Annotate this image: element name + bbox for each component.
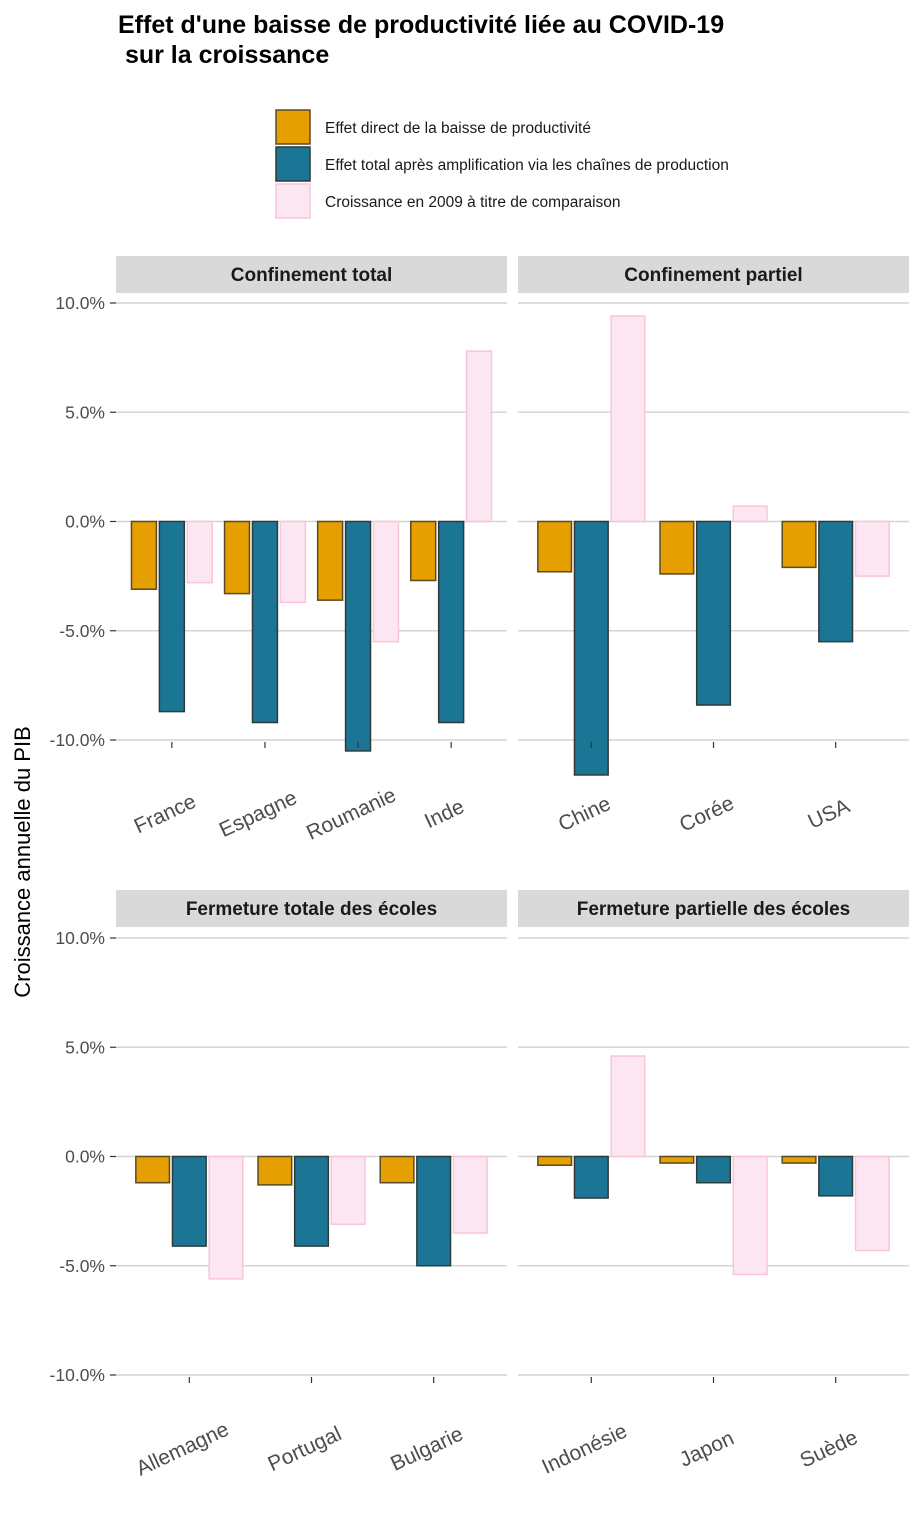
bar-indonesie-2009 [610, 1055, 646, 1158]
bar-coree-2009 [732, 505, 768, 523]
bar-indonesie-direct [537, 1155, 573, 1166]
y-tick-label: 0.0% [65, 512, 105, 532]
bar-inde-2009 [465, 350, 493, 523]
legend-label-2009: Croissance en 2009 à titre de comparaiso… [325, 194, 621, 211]
bar-france-direct [130, 520, 158, 590]
bar-bulgarie-total [416, 1155, 452, 1267]
bar-espagne-2009 [279, 520, 307, 604]
y-tick-label: 10.0% [55, 293, 105, 313]
bar-roumanie-total [344, 520, 372, 752]
panel-fermeture-partielle-des-ecoles: Fermeture partielle des écoles Indonésie J… [518, 890, 909, 1479]
x-tick-label-japon: Japon [676, 1427, 738, 1472]
y-tick-label: 5.0% [65, 1037, 105, 1057]
bar-coree-total [695, 520, 732, 706]
bar-espagne-direct [223, 520, 251, 595]
bar-espagne-total [251, 520, 279, 724]
chart-title-line2: sur la croissance [118, 41, 329, 69]
y-tick-label: -10.0% [50, 730, 105, 750]
y-tick-label: 0.0% [65, 1147, 105, 1167]
panel-strip [518, 890, 909, 927]
legend: Effet direct de la baisse de productivit… [275, 109, 729, 219]
bar-suede-direct [781, 1155, 817, 1164]
bar-france-total [158, 520, 186, 713]
bar-allemagne-2009 [208, 1155, 244, 1280]
panel-strip [116, 256, 507, 293]
x-tick-label-allemagne: Allemagne [133, 1418, 233, 1481]
bar-allemagne-total [171, 1155, 207, 1247]
panel-title: Confinement total [231, 265, 393, 286]
bar-japon-2009 [732, 1155, 768, 1276]
bar-inde-direct [410, 520, 437, 582]
y-tick-label: -5.0% [59, 1256, 105, 1276]
panel-title: Fermeture partielle des écoles [577, 899, 851, 920]
bar-chine-total [573, 520, 609, 776]
bar-coree-direct [659, 520, 695, 575]
x-tick-label-portugal: Portugal [264, 1422, 345, 1476]
facet-panels: Confinement total 10.0% 5.0% 0.0% -5.0% -10.0… [50, 256, 909, 1481]
bar-inde-total [437, 520, 465, 724]
legend-swatch-2009 [275, 183, 311, 219]
panel-title: Fermeture totale des écoles [186, 899, 437, 920]
x-tick-label-inde: Inde [421, 795, 468, 833]
bar-portugal-total [293, 1155, 330, 1247]
bar-roumanie-2009 [372, 520, 400, 643]
x-tick-label-coree: Corée [676, 792, 738, 837]
panel-strip [518, 256, 909, 293]
bar-usa-direct [781, 520, 817, 569]
legend-label-direct: Effet direct de la baisse de productivit… [325, 120, 591, 137]
bar-suede-2009 [854, 1155, 890, 1252]
x-tick-label-france: France [131, 790, 200, 838]
x-tick-label-usa: USA [805, 795, 854, 834]
panel-confinement-total: Confinement total 10.0% 5.0% 0.0% -5.0% -10.0… [50, 256, 507, 845]
bar-japon-total [695, 1155, 732, 1184]
y-tick-label: 5.0% [65, 402, 105, 422]
bar-roumanie-direct [316, 520, 344, 601]
bar-allemagne-direct [135, 1155, 171, 1184]
y-tick-label: -10.0% [50, 1365, 105, 1385]
y-tick-label: 10.0% [55, 928, 105, 948]
bar-portugal-2009 [330, 1155, 366, 1225]
panel-fermeture-totale-des-ecoles: Fermeture totale des écoles 10.0% 5.0% 0.0%… [50, 890, 507, 1481]
legend-swatch-direct [275, 109, 311, 145]
legend-swatch-total [275, 146, 311, 182]
chart-title-line1: Effet d'une baisse de productivité liée … [118, 11, 724, 39]
bar-suede-total [818, 1155, 854, 1197]
bar-bulgarie-direct [379, 1155, 415, 1184]
bar-bulgarie-2009 [452, 1155, 488, 1234]
bar-indonesie-total [573, 1155, 609, 1199]
bar-usa-total [818, 520, 854, 643]
x-tick-label-suede: Suède [797, 1426, 862, 1473]
bar-japon-direct [659, 1155, 695, 1164]
y-tick-label: -5.0% [59, 621, 105, 641]
y-axis-title: Croissance annuelle du PIB [10, 726, 35, 998]
x-tick-label-chine: Chine [555, 792, 614, 836]
x-tick-label-roumanie: Roumanie [303, 783, 399, 844]
legend-label-total: Effet total après amplification via les … [325, 157, 729, 174]
bar-usa-2009 [854, 520, 890, 577]
x-tick-label-bulgarie: Bulgarie [387, 1422, 467, 1475]
bar-portugal-direct [257, 1155, 293, 1186]
bar-france-2009 [186, 520, 213, 584]
x-tick-label-espagne: Espagne [216, 786, 301, 842]
bar-chine-2009 [610, 315, 646, 523]
panel-title: Confinement partiel [624, 265, 802, 286]
x-tick-label-indonesie: Indonésie [538, 1419, 630, 1478]
panel-strip [116, 890, 507, 927]
bar-chine-direct [537, 520, 573, 573]
panel-confinement-partiel: Confinement partiel Chine Corée USA [518, 256, 909, 837]
